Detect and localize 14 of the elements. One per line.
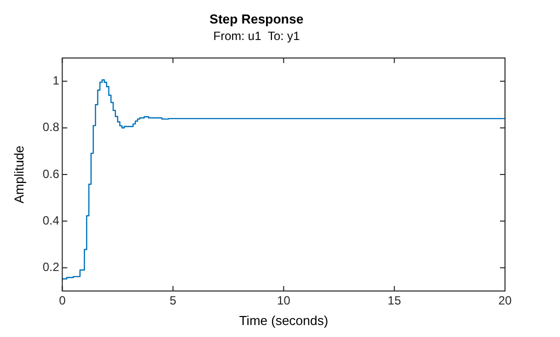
y-tick-label: 0.8 <box>42 120 60 134</box>
x-tick-label: 5 <box>170 294 177 308</box>
chart-subtitle: From: u1 To: y1 <box>213 29 300 44</box>
y-tick-label: 1 <box>52 74 60 88</box>
y-tick-label: 0.2 <box>42 260 60 274</box>
x-tick-label: 0 <box>58 294 66 308</box>
x-tick-label: 10 <box>276 294 291 308</box>
y-tick-label: 0.4 <box>42 213 60 228</box>
chart-title: Step Response <box>210 11 304 26</box>
x-tick-label: 15 <box>388 294 402 308</box>
y-tick-label: 0.6 <box>42 166 60 181</box>
x-tick-label: 20 <box>498 294 512 308</box>
x-axis-title: Time (seconds) <box>239 312 328 328</box>
y-axis-title: Amplitude <box>11 146 26 204</box>
